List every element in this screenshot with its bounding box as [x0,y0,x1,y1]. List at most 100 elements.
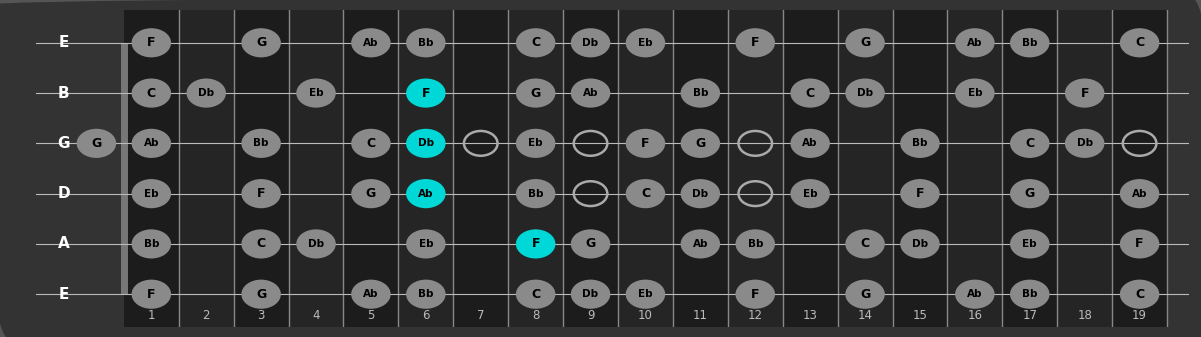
Text: Db: Db [198,88,214,98]
Ellipse shape [955,79,994,108]
Text: Bb: Bb [144,239,159,249]
Text: G: G [256,36,267,49]
Text: A: A [58,237,70,251]
Bar [783,10,837,327]
Text: 1: 1 [148,309,155,322]
Text: Bb: Bb [253,139,269,148]
Text: C: C [1026,137,1034,150]
Text: G: G [860,36,871,49]
Text: Eb: Eb [638,289,653,299]
Ellipse shape [790,79,830,108]
Text: G: G [585,238,596,250]
Text: G: G [1024,187,1035,200]
Bar [179,10,234,327]
Text: C: C [366,137,376,150]
Text: G: G [91,137,102,150]
Ellipse shape [241,129,281,158]
Ellipse shape [570,28,610,57]
Ellipse shape [1065,129,1105,158]
Text: E: E [59,35,68,50]
Text: F: F [1081,87,1089,99]
Text: F: F [257,187,265,200]
Ellipse shape [516,229,555,258]
Ellipse shape [955,280,994,309]
Bar [288,10,343,327]
Ellipse shape [735,280,775,309]
Text: Bb: Bb [418,289,434,299]
Text: 6: 6 [422,309,430,322]
Text: C: C [1135,36,1145,49]
Text: D: D [58,186,70,201]
Ellipse shape [681,229,721,258]
Bar [399,10,453,327]
Ellipse shape [1010,280,1050,309]
Ellipse shape [790,129,830,158]
Text: Db: Db [582,289,598,299]
Bar [1003,10,1057,327]
Text: F: F [751,288,759,301]
Text: B: B [58,86,70,100]
Bar [1057,10,1112,327]
Text: Eb: Eb [968,88,982,98]
Ellipse shape [241,280,281,309]
Ellipse shape [1010,229,1050,258]
Ellipse shape [132,28,171,57]
Text: F: F [147,36,156,49]
Ellipse shape [626,129,665,158]
Text: Db: Db [1076,139,1093,148]
Text: C: C [860,238,870,250]
Ellipse shape [626,28,665,57]
Text: G: G [695,137,705,150]
Ellipse shape [901,229,939,258]
Text: Eb: Eb [802,189,818,198]
Text: Ab: Ab [693,239,709,249]
Text: G: G [531,87,540,99]
Ellipse shape [406,280,446,309]
Ellipse shape [406,79,446,108]
Bar [1112,10,1167,327]
Ellipse shape [516,280,555,309]
Text: Bb: Bb [747,239,763,249]
Text: Bb: Bb [1022,38,1038,48]
Text: Bb: Bb [693,88,709,98]
Ellipse shape [241,229,281,258]
Ellipse shape [735,229,775,258]
Text: C: C [531,288,540,301]
Text: Ab: Ab [363,38,378,48]
Ellipse shape [132,179,171,208]
Ellipse shape [406,28,446,57]
Text: 18: 18 [1077,309,1092,322]
Ellipse shape [241,28,281,57]
Text: Bb: Bb [913,139,927,148]
Bar [892,10,948,327]
Ellipse shape [351,280,390,309]
Text: Ab: Ab [967,38,982,48]
Bar [837,10,892,327]
Text: 15: 15 [913,309,927,322]
Text: 16: 16 [967,309,982,322]
Text: Db: Db [692,189,709,198]
Ellipse shape [1010,129,1050,158]
Text: F: F [641,137,650,150]
Ellipse shape [846,280,885,309]
Bar [508,10,563,327]
Ellipse shape [955,28,994,57]
Text: G: G [256,288,267,301]
Text: F: F [422,87,430,99]
Ellipse shape [1010,28,1050,57]
Bar [343,10,399,327]
Text: 17: 17 [1022,309,1038,322]
Ellipse shape [406,229,446,258]
Ellipse shape [516,179,555,208]
Ellipse shape [1119,229,1159,258]
Bar [728,10,783,327]
Bar [563,10,619,327]
Ellipse shape [1119,179,1159,208]
Ellipse shape [351,28,390,57]
Text: Ab: Ab [1131,189,1147,198]
Ellipse shape [681,179,721,208]
Ellipse shape [132,79,171,108]
Text: G: G [366,187,376,200]
Text: C: C [531,36,540,49]
Text: F: F [751,36,759,49]
